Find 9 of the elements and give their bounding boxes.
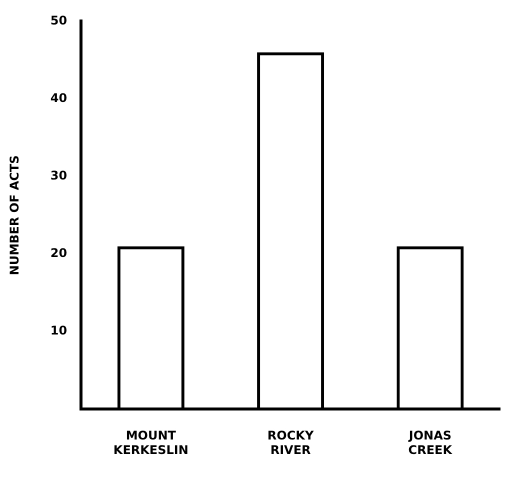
y-tick-label: 30: [50, 168, 68, 183]
y-tick-label: 10: [50, 324, 68, 338]
y-axis-title: NUMBER OF ACTS: [7, 155, 22, 276]
y-tick-label: 20: [50, 246, 68, 260]
y-tick-label: 50: [50, 13, 68, 28]
x-tick-label: JONAS CREEK: [408, 428, 453, 457]
x-tick-label: ROCKY RIVER: [267, 428, 314, 457]
x-tick-label: MOUNT KERKESLIN: [113, 428, 188, 457]
y-tick-label: 40: [50, 90, 68, 105]
